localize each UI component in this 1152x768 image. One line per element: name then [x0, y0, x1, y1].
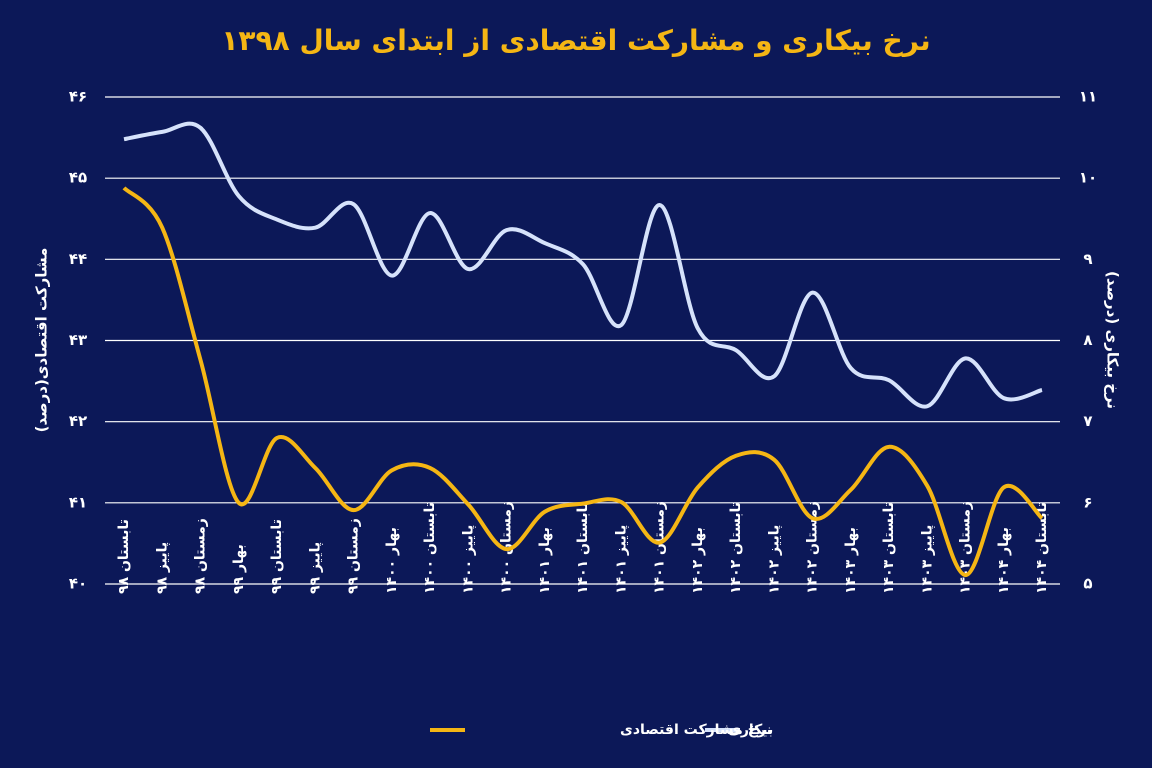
x-tick-label: تابستان ۹۸: [116, 519, 132, 594]
x-tick-label: تابستان ۱۴۰۰: [422, 502, 438, 594]
x-tick-label: زمستان ۱۴۰۳: [958, 501, 974, 594]
line-series: [122, 186, 1044, 578]
y-tick-label: ۴۳: [69, 331, 87, 349]
line-series: [123, 121, 1043, 409]
y2-axis-title: نرخ بیکاری (درصد): [1104, 271, 1122, 409]
x-tick-label: بهار ۱۴۰۳: [843, 527, 859, 594]
x-tick-label: بهار ۱۴۰۲: [690, 527, 706, 594]
y-axis-title: مشارکت اقتصادی(درصد): [33, 248, 51, 433]
x-tick-label: بهار ۱۴۰۱: [537, 527, 553, 594]
x-tick-label: زمستان ۱۴۰۲: [805, 501, 821, 594]
y2-tick-label: ۵: [1083, 575, 1092, 593]
legend-label: نرخ مشارکت اقتصادی: [620, 722, 772, 738]
x-tick-label: پاییز ۱۴۰۲: [766, 525, 782, 594]
x-tick-label: زمستان ۹۹: [346, 518, 362, 594]
y2-tick-label: ۶: [1083, 493, 1092, 511]
y2-tick-label: ۱۰: [1079, 169, 1097, 187]
x-tick-label: زمستان ۹۸: [193, 518, 209, 594]
y-tick-label: ۴۰: [69, 575, 87, 593]
y-tick-label: ۴۲: [69, 412, 87, 430]
x-tick-label: پاییز ۱۴۰۰: [460, 525, 476, 594]
x-tick-label: پاییز ۱۴۰۳: [919, 525, 935, 594]
chart-title: نرخ بیکاری و مشارکت اقتصادی از ابتدای سا…: [221, 24, 930, 57]
x-tick-label: بهار ۹۹: [231, 544, 247, 594]
x-tick-label: زمستان ۱۴۰۱: [652, 501, 668, 594]
y-tick-label: ۴۵: [69, 169, 87, 187]
x-tick-label: تابستان ۱۴۰۴: [1034, 502, 1050, 594]
x-tick-label: بهار ۱۴۰۰: [384, 527, 400, 594]
legend-label: بیکاری: [728, 722, 773, 738]
y2-tick-label: ۱۱: [1079, 88, 1097, 106]
x-tick-label: پاییز ۹۸: [154, 542, 170, 594]
x-tick-label: تابستان ۱۴۰۲: [728, 502, 744, 594]
x-tick-label: تابستان ۱۴۰۱: [575, 502, 591, 594]
x-tick-label: پاییز ۱۴۰۱: [613, 525, 629, 594]
y-tick-label: ۴۱: [69, 493, 87, 511]
x-tick-label: بهار ۱۴۰۴: [996, 527, 1012, 594]
y2-tick-label: ۹: [1083, 250, 1092, 268]
x-tick-label: پاییز ۹۹: [307, 542, 323, 594]
x-tick-label: تابستان ۱۴۰۳: [881, 502, 897, 594]
x-tick-label: تابستان ۹۹: [269, 519, 285, 594]
y2-tick-label: ۷: [1083, 412, 1092, 430]
y-tick-label: ۴۶: [69, 88, 87, 106]
y-tick-label: ۴۴: [69, 250, 87, 268]
y2-tick-label: ۸: [1083, 331, 1092, 349]
